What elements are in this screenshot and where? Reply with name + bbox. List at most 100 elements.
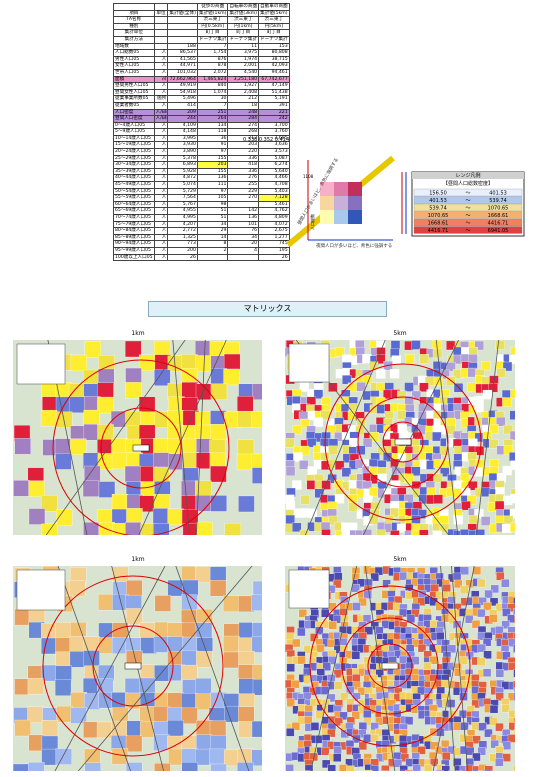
matrix-diagram: 1108 人口総数 昼間人口が多いほど、赤色に強調する 夜間人口が多いほど、青色… (286, 155, 395, 249)
district (433, 473, 443, 483)
district (125, 735, 143, 753)
legend-swatch (413, 196, 523, 204)
district (237, 410, 254, 428)
table-cell: 5,928 (167, 167, 198, 176)
table-cell: 町丁目 (227, 29, 260, 37)
road (432, 566, 475, 771)
district (297, 655, 306, 665)
district (390, 340, 401, 350)
district (352, 602, 361, 611)
district (411, 608, 420, 618)
table-row: 100歳以上人口05 人 26 26 (113, 253, 290, 262)
legend-swatch (413, 188, 523, 197)
district (352, 681, 361, 690)
district (237, 396, 254, 413)
district (96, 721, 114, 739)
district (433, 494, 443, 504)
district (195, 693, 212, 710)
district (223, 353, 241, 371)
district (314, 488, 324, 498)
table-cell: 773 (167, 240, 198, 248)
district (481, 361, 491, 371)
table-cell: 111 (196, 181, 229, 189)
district (98, 368, 115, 386)
legend-title: レンジ凡例 (455, 172, 480, 179)
district (167, 720, 184, 737)
district (321, 609, 330, 618)
table-cell: 153 (258, 42, 290, 51)
district (236, 453, 254, 471)
district (13, 763, 30, 771)
table-cell: 人 (153, 49, 169, 57)
district (510, 346, 515, 357)
table-cell: 渋三東丁 (258, 16, 290, 24)
district (358, 729, 367, 738)
table-cell: 4,872 (167, 174, 198, 183)
table-cell: 人 (153, 194, 169, 202)
road (45, 340, 186, 535)
district (432, 530, 443, 535)
district (496, 572, 505, 581)
district (124, 382, 142, 399)
table-cell: 5,074 (167, 181, 198, 189)
district (417, 746, 426, 755)
district (477, 747, 486, 756)
table-cell: 人/㎢ (153, 108, 169, 117)
district (472, 735, 481, 744)
district (501, 704, 510, 713)
legend-subtitle: 【昼間人口総数密度】 (443, 180, 493, 187)
district (299, 382, 310, 392)
table-cell: 255 (227, 181, 260, 189)
district (503, 445, 514, 455)
map-label: 5km (393, 556, 407, 563)
district (460, 566, 469, 575)
table-cell: 人 (153, 62, 169, 70)
range-legend: レンジ凡例 【昼間人口総数密度】 156.50 〜 401.53 401.53 〜 539… (401, 171, 525, 237)
district (442, 584, 451, 593)
district (404, 716, 414, 725)
table-cell: 人 (153, 200, 169, 209)
table-cell: 18 (227, 101, 260, 110)
district (478, 722, 487, 731)
district (510, 522, 515, 533)
district (313, 389, 324, 399)
table-cell: 203 (196, 161, 229, 169)
district (376, 529, 386, 535)
district (482, 389, 493, 400)
table-cell: 人 (153, 148, 169, 156)
table-cell: 3,700 (258, 121, 290, 130)
district (509, 410, 515, 420)
table-cell: 箇所 (153, 95, 169, 103)
table-cell: 昼間女性人口05 (113, 88, 155, 97)
district (502, 465, 512, 476)
district (430, 583, 439, 593)
district (327, 764, 336, 771)
legend-range: 401.53 (489, 190, 507, 196)
district (514, 615, 515, 624)
district (310, 722, 320, 731)
district (333, 753, 342, 762)
district (181, 495, 198, 512)
district (512, 680, 515, 690)
district (251, 594, 262, 611)
table-cell (153, 22, 169, 31)
table-cell: 7 (196, 42, 229, 51)
table-cell: 女性人口05 (113, 62, 155, 70)
district (495, 692, 504, 701)
district (509, 354, 515, 364)
district (501, 523, 512, 534)
district (223, 651, 240, 669)
district (112, 566, 129, 583)
district (84, 465, 101, 483)
district (400, 753, 410, 763)
table-row: 70〜74歳人口05 人 4,995 51 136 4,809 (113, 214, 290, 222)
district (286, 698, 295, 707)
table-cell: 75〜79歳人口05 (113, 220, 155, 229)
map (285, 566, 515, 771)
district (501, 579, 510, 588)
district (251, 411, 262, 428)
table-cell: 5〜9歳人口05 (113, 128, 155, 136)
district (252, 622, 262, 639)
district (306, 438, 317, 448)
district (440, 467, 450, 477)
